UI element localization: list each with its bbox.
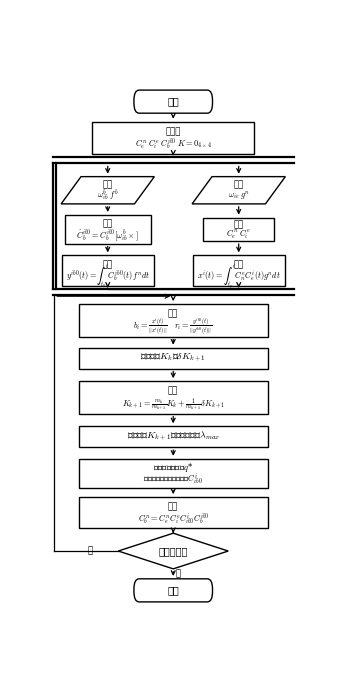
Text: $C_e^n\;C_i^e$: $C_e^n\;C_i^e$ xyxy=(226,227,251,241)
Bar xyxy=(79,426,268,447)
Text: 更新: 更新 xyxy=(234,221,244,229)
Bar xyxy=(79,381,268,413)
Text: 输入: 输入 xyxy=(234,180,244,189)
FancyBboxPatch shape xyxy=(134,90,213,113)
Bar xyxy=(62,255,153,286)
Text: 对准结束？: 对准结束？ xyxy=(159,546,188,556)
Bar xyxy=(65,215,151,244)
Text: $\omega_{ib}^b\;f^b$: $\omega_{ib}^b\;f^b$ xyxy=(97,188,119,203)
Text: 否: 否 xyxy=(87,547,93,556)
Bar xyxy=(79,347,268,368)
Bar xyxy=(79,304,268,336)
Text: 归一化得到最优姿态矩阵$C_{ib0}^i$: 归一化得到最优姿态矩阵$C_{ib0}^i$ xyxy=(143,472,203,487)
Text: $\dot{C}_b^{ib0}=C_b^{ib0}[\omega_{ib}^b\times]$: $\dot{C}_b^{ib0}=C_b^{ib0}[\omega_{ib}^b… xyxy=(76,227,139,243)
Text: 计算矩阵$K_k$及$\delta K_{k+1}$: 计算矩阵$K_k$及$\delta K_{k+1}$ xyxy=(140,352,206,364)
Bar xyxy=(203,218,274,241)
Text: 计算: 计算 xyxy=(103,260,113,269)
Text: $K_{k+1}=\frac{m_k}{m_{k+1}}K_k+\frac{1}{m_{k+1}}\delta K_{k+1}$: $K_{k+1}=\frac{m_k}{m_{k+1}}K_k+\frac{1}… xyxy=(122,396,225,412)
Text: 计算最优四元数$q$*: 计算最优四元数$q$* xyxy=(153,462,193,475)
FancyBboxPatch shape xyxy=(134,579,213,602)
Text: 计算: 计算 xyxy=(168,387,178,396)
Text: 初始化: 初始化 xyxy=(166,127,181,136)
Bar xyxy=(193,255,285,286)
Polygon shape xyxy=(118,533,228,569)
Bar xyxy=(79,497,268,528)
Bar xyxy=(92,122,255,153)
Text: 是: 是 xyxy=(176,569,181,578)
Text: $C_b^n=C_e^nC_i^eC_{ib0}^iC_b^{ib0}$: $C_b^n=C_e^nC_i^eC_{ib0}^iC_b^{ib0}$ xyxy=(138,511,209,526)
Text: $\omega_{ie}\;g^n$: $\omega_{ie}\;g^n$ xyxy=(228,189,250,202)
Text: 输入: 输入 xyxy=(103,180,113,189)
Text: 计算: 计算 xyxy=(168,310,178,319)
Text: 计算矩阵$K_{k+1}$的最大特征値$\lambda_{max}$: 计算矩阵$K_{k+1}$的最大特征値$\lambda_{max}$ xyxy=(127,430,220,443)
Polygon shape xyxy=(192,176,285,204)
Text: 更新: 更新 xyxy=(103,219,113,229)
Text: $y^{ib0}(t)=\int_{t_0}^{t}C_b^{ib0}(t)f^n dt$: $y^{ib0}(t)=\int_{t_0}^{t}C_b^{ib0}(t)f^… xyxy=(66,263,150,291)
Text: 计算: 计算 xyxy=(234,260,244,269)
Text: 计算: 计算 xyxy=(168,503,178,511)
Text: $b_i=\frac{x^i(t)}{\|x^i(t)\|}\quad r_i=\frac{y^{ib0}(t)}{\|y^{ib0}(t)\|}$: $b_i=\frac{x^i(t)}{\|x^i(t)\|}\quad r_i=… xyxy=(134,317,213,337)
Text: $C_e^n\;C_i^e\;C_b^{ib0}\;K=\mathbf{0}_{4\times4}$: $C_e^n\;C_i^e\;C_b^{ib0}\;K=\mathbf{0}_{… xyxy=(135,137,212,152)
Text: 结束: 结束 xyxy=(167,586,179,595)
Text: 开始: 开始 xyxy=(167,97,179,107)
Polygon shape xyxy=(61,176,154,204)
Bar xyxy=(79,459,268,488)
Text: $x^i(t)=\int_{t_p}^{t}C_n^eC_e^i(t)g^n dt$: $x^i(t)=\int_{t_p}^{t}C_n^eC_e^i(t)g^n d… xyxy=(197,262,281,291)
